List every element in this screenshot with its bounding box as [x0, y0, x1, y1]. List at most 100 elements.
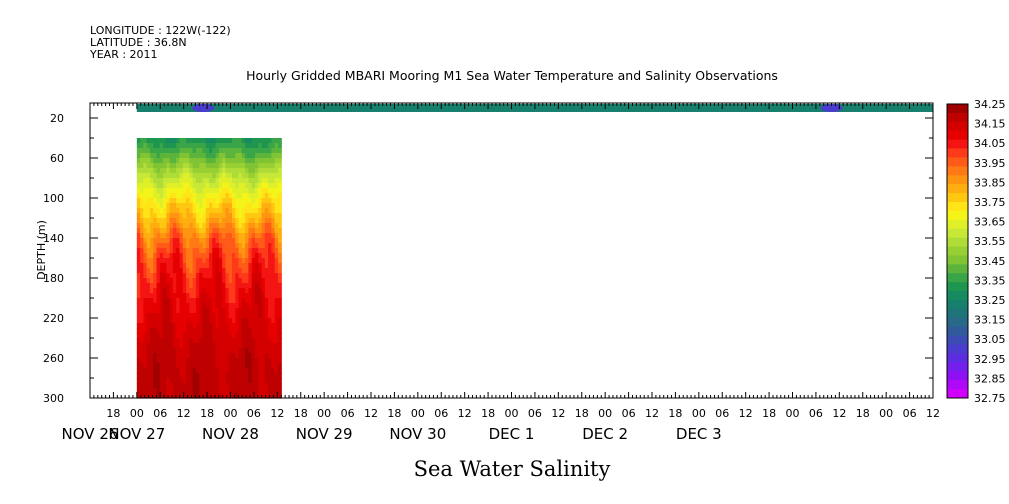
- heatmap-cell: [166, 363, 171, 369]
- heatmap-cell: [258, 268, 263, 274]
- heatmap-cell: [241, 298, 246, 304]
- heatmap-cell: [205, 153, 210, 159]
- heatmap-cell: [254, 203, 259, 209]
- heatmap-cell: [222, 253, 227, 259]
- heatmap-cell: [254, 258, 259, 264]
- colorbar-swatch: [947, 353, 968, 363]
- heatmap-cell: [274, 333, 279, 339]
- heatmap-cell: [215, 198, 220, 204]
- heatmap-cell: [149, 313, 154, 319]
- heatmap-cell: [192, 393, 197, 399]
- heatmap-cell: [205, 373, 210, 379]
- heatmap-cell: [274, 263, 279, 269]
- heatmap-cell: [146, 318, 151, 324]
- heatmap-cell: [136, 263, 141, 269]
- heatmap-cell: [232, 253, 236, 259]
- heatmap-cell: [143, 223, 148, 229]
- heatmap-cell: [136, 228, 141, 234]
- colorbar-swatch: [947, 210, 968, 221]
- heatmap-cell: [232, 258, 236, 264]
- heatmap-cell: [153, 168, 158, 174]
- heatmap-cell: [212, 358, 217, 364]
- heatmap-cell: [225, 198, 230, 204]
- heatmap-cell: [232, 223, 236, 229]
- heatmap-cell: [245, 268, 250, 274]
- heatmap-cell: [274, 218, 279, 224]
- heatmap-cell: [156, 213, 161, 219]
- heatmap-cell: [202, 203, 207, 209]
- heatmap-cell: [248, 288, 253, 294]
- heatmap-cell: [222, 218, 227, 224]
- x-date-label: DEC 1: [489, 425, 535, 443]
- heatmap-cell: [228, 248, 233, 254]
- heatmap-cell: [248, 143, 253, 149]
- heatmap-cell: [274, 213, 279, 219]
- heatmap-cell: [264, 208, 269, 214]
- heatmap-cell: [215, 183, 220, 189]
- heatmap-cell: [205, 333, 210, 339]
- heatmap-cell: [235, 308, 240, 314]
- heatmap-cell: [241, 383, 246, 389]
- heatmap-cell: [169, 333, 174, 339]
- heatmap-cell: [166, 383, 171, 389]
- heatmap-cell: [186, 388, 190, 394]
- heatmap-cell: [140, 188, 144, 194]
- heatmap-cell: [199, 168, 204, 174]
- heatmap-cell: [228, 388, 233, 394]
- heatmap-cell: [241, 358, 246, 364]
- heatmap-cell: [172, 198, 177, 204]
- heatmap-cell: [215, 188, 220, 194]
- heatmap-cell: [205, 298, 210, 304]
- heatmap-cell: [156, 283, 161, 289]
- heatmap-cell: [136, 308, 141, 314]
- heatmap-cell: [182, 233, 187, 239]
- heatmap-cell: [166, 148, 171, 154]
- heatmap-cell: [189, 288, 194, 294]
- heatmap-cell: [248, 148, 253, 154]
- heatmap-cell: [215, 313, 220, 319]
- heatmap-cell: [228, 318, 233, 324]
- colorbar-swatch: [947, 300, 968, 310]
- heatmap-cell: [176, 393, 181, 399]
- heatmap-cell: [143, 163, 148, 169]
- heatmap-cell: [232, 383, 236, 389]
- heatmap-cell: [271, 338, 276, 344]
- heatmap-cell: [232, 343, 236, 349]
- heatmap-cell: [189, 338, 194, 344]
- heatmap-cell: [146, 363, 151, 369]
- heatmap-cell: [248, 158, 253, 164]
- y-tick-label: 60: [50, 152, 64, 165]
- heatmap-cell: [136, 253, 141, 259]
- heatmap-cell: [238, 148, 243, 154]
- heatmap-cell: [136, 188, 141, 194]
- heatmap-cell: [146, 263, 151, 269]
- heatmap-cell: [149, 228, 154, 234]
- heatmap-cell: [149, 278, 154, 284]
- heatmap-cell: [277, 278, 282, 284]
- heatmap-cell: [192, 228, 197, 234]
- heatmap-cell: [232, 243, 236, 249]
- heatmap-cell: [192, 298, 197, 304]
- heatmap-cell: [146, 228, 151, 234]
- heatmap-cell: [202, 293, 207, 299]
- heatmap-cell: [192, 278, 197, 284]
- heatmap-cell: [274, 293, 279, 299]
- heatmap-cell: [215, 348, 220, 354]
- heatmap-cell: [179, 318, 184, 324]
- heatmap-cell: [159, 328, 164, 334]
- heatmap-cell: [254, 378, 259, 384]
- heatmap-cell: [235, 198, 240, 204]
- heatmap-cell: [277, 358, 282, 364]
- heatmap-cell: [179, 173, 184, 179]
- heatmap-cell: [274, 158, 279, 164]
- heatmap-cell: [274, 303, 279, 309]
- heatmap-cell: [274, 373, 279, 379]
- heatmap-cell: [248, 348, 253, 354]
- heatmap-cell: [179, 393, 184, 399]
- heatmap-cell: [268, 373, 272, 379]
- heatmap-cell: [182, 148, 187, 154]
- heatmap-cell: [143, 348, 148, 354]
- heatmap-cell: [169, 328, 174, 334]
- heatmap-cell: [228, 283, 233, 289]
- heatmap-cell: [235, 393, 240, 399]
